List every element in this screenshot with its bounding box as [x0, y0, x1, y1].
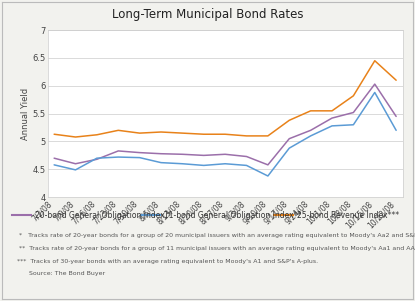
Text: 20-bond General Obligation Index *: 20-bond General Obligation Index * — [35, 211, 171, 220]
Text: *   Tracks rate of 20-year bonds for a group of 20 municipal issuers with an ave: * Tracks rate of 20-year bonds for a gro… — [17, 233, 415, 238]
Y-axis label: Annual Yield: Annual Yield — [21, 88, 29, 140]
Text: 25-bond Revenue Index***: 25-bond Revenue Index*** — [297, 211, 399, 220]
Text: Source: The Bond Buyer: Source: The Bond Buyer — [17, 271, 105, 276]
Text: ***  Tracks of 30-year bonds with an average rating equivalent to Moody's A1 and: *** Tracks of 30-year bonds with an aver… — [17, 259, 318, 264]
Text: **  Tracks rate of 20-year bonds for a group of 11 municipal issuers with an ave: ** Tracks rate of 20-year bonds for a gr… — [17, 246, 415, 251]
Text: Long-Term Municipal Bond Rates: Long-Term Municipal Bond Rates — [112, 8, 303, 20]
Text: 11-bond General Obligation Index**: 11-bond General Obligation Index** — [164, 211, 301, 220]
